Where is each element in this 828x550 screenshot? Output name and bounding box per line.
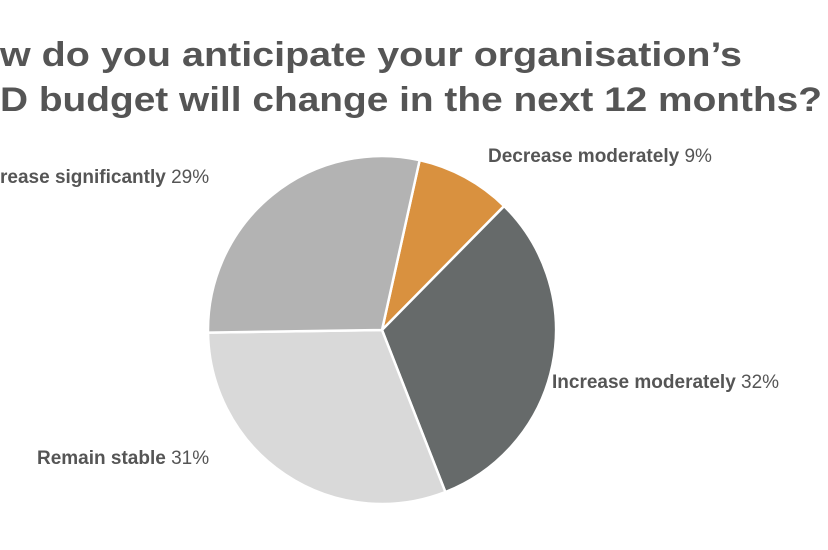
slice-name: Remain stable <box>37 448 166 469</box>
slice-label: Decrease moderately 9% <box>488 146 712 167</box>
pie-slice <box>379 158 506 334</box>
slice-name: Decrease moderately <box>488 146 680 167</box>
slice-label: Increase moderately 32% <box>552 372 779 393</box>
slice-name: rease significantly <box>0 167 166 188</box>
chart-title: w do you anticipate your organisation’s <box>0 36 742 74</box>
slice-label: Remain stable 31% <box>37 448 209 469</box>
slice-value: 29% <box>171 167 209 188</box>
slice-label: rease significantly 29% <box>0 167 209 188</box>
slice-name: Increase moderately <box>552 372 736 393</box>
slice-value: 31% <box>171 448 209 469</box>
slice-value: 9% <box>684 146 712 167</box>
pie-slice <box>206 328 447 506</box>
chart-title: D budget will change in the next 12 mont… <box>0 81 822 119</box>
slice-value: 32% <box>741 372 779 393</box>
pie-slice <box>206 154 422 334</box>
pie-slice <box>380 204 558 494</box>
